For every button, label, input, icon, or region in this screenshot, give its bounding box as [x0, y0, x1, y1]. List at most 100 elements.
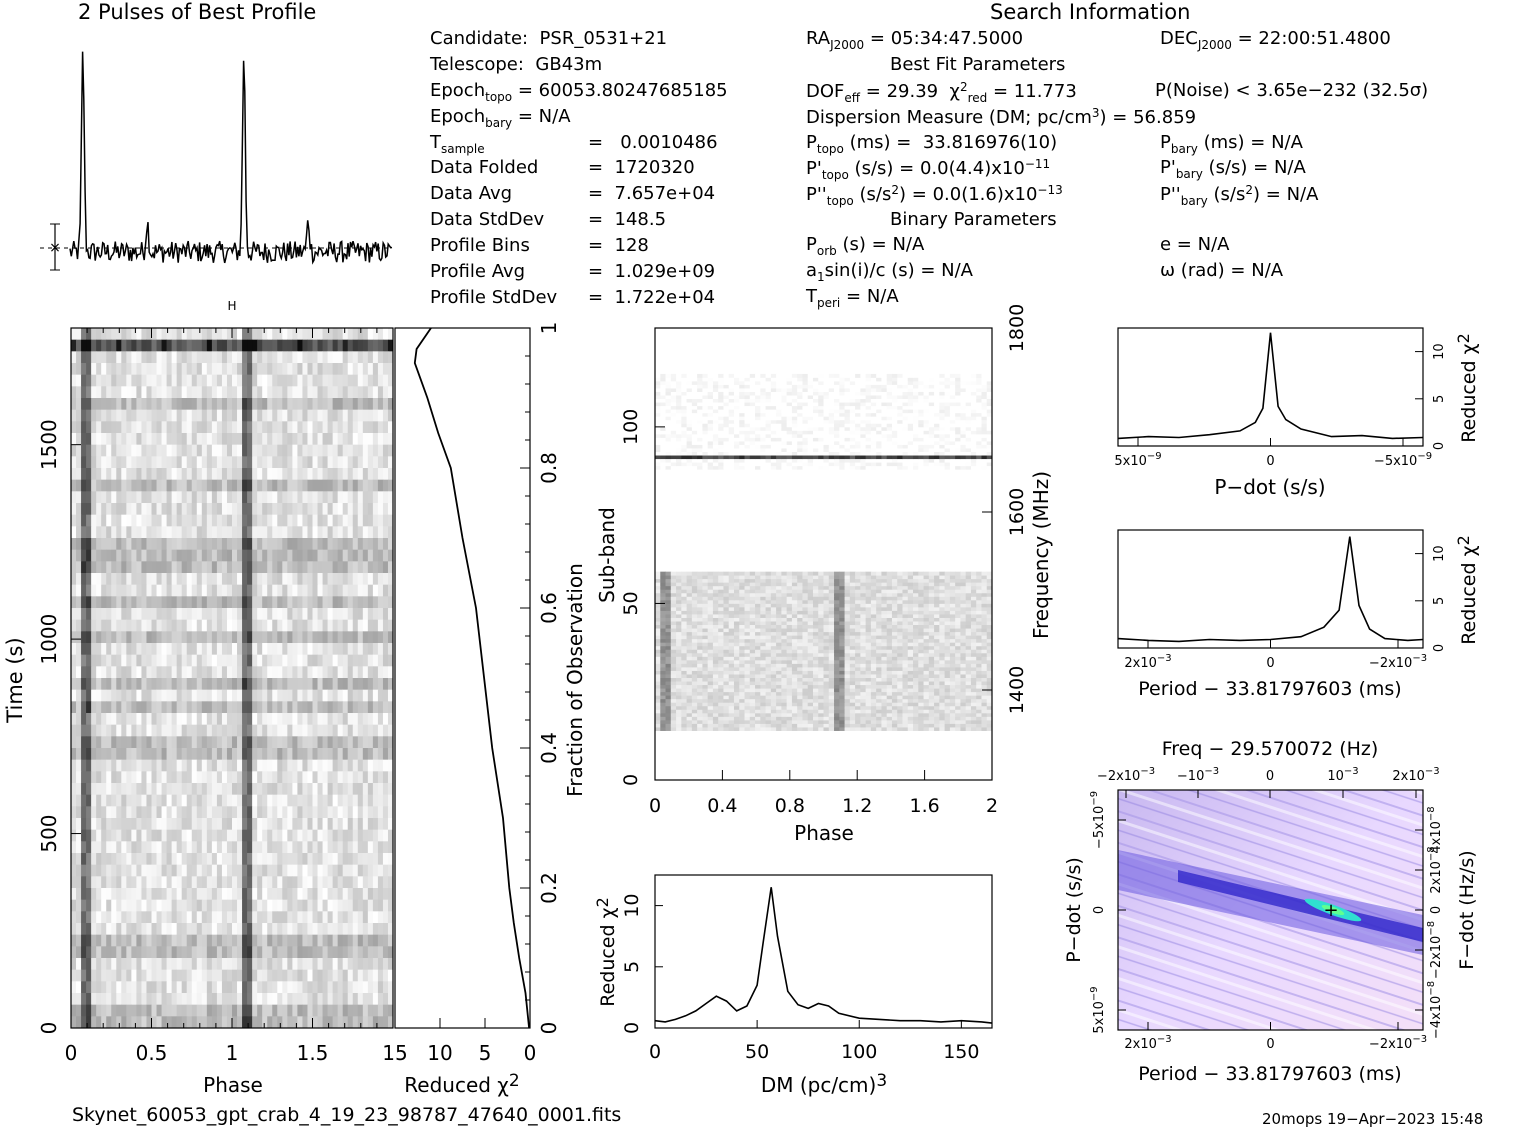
heat-cell: [216, 748, 223, 761]
heat-cell: [71, 596, 77, 609]
heat-cell: [387, 934, 394, 947]
heat-cell: [939, 727, 946, 731]
heat-cell: [206, 433, 213, 446]
heat-cell: [141, 596, 147, 609]
heat-cell: [267, 573, 273, 586]
heat-cell: [126, 363, 132, 376]
heat-cell: [797, 705, 803, 710]
heat-cell: [342, 643, 349, 656]
heat-cell: [267, 969, 273, 982]
heat-cell: [382, 421, 389, 434]
heat-cell: [870, 684, 877, 689]
heat-cell: [849, 723, 856, 728]
heat-cell: [237, 584, 243, 597]
heat-cell: [186, 783, 193, 796]
heat-cell: [267, 876, 273, 889]
heat-cell: [312, 864, 318, 877]
heat-cell: [733, 681, 740, 686]
heat-cell: [111, 479, 117, 492]
heat-cell: [292, 608, 298, 621]
heat-cell: [337, 701, 344, 714]
heat-cell: [302, 678, 308, 691]
heat-cell: [665, 727, 672, 731]
heat-cell: [382, 748, 389, 761]
heat-cell: [707, 674, 714, 678]
heat-cell: [367, 713, 374, 726]
heat-cell: [965, 723, 972, 728]
heat-cell: [166, 328, 173, 341]
heat-cell: [337, 386, 344, 399]
heat-cell: [206, 993, 213, 1006]
heat-cell: [342, 911, 349, 924]
heat-cell: [282, 864, 288, 877]
heat-cell: [126, 899, 132, 912]
heat-cell: [141, 666, 147, 679]
heat-cell: [812, 716, 819, 721]
heat-cell: [923, 712, 930, 717]
heat-cell: [292, 479, 298, 492]
heat-cell: [691, 698, 698, 703]
heat-cell: [357, 444, 364, 457]
heat-cell: [247, 818, 253, 831]
heat-cell: [287, 549, 293, 562]
heat-cell: [352, 374, 359, 387]
heat-cell: [237, 444, 243, 457]
heat-cell: [934, 695, 940, 700]
heat-cell: [902, 727, 909, 731]
heat-cell: [377, 456, 384, 469]
heat-cell: [327, 759, 334, 772]
heat-cell: [312, 946, 318, 959]
heat-cell: [347, 923, 354, 936]
heat-cell: [786, 719, 793, 724]
heat-cell: [171, 666, 178, 679]
heat-cell: [307, 444, 313, 457]
heat-cell: [151, 479, 157, 492]
heat-cell: [116, 724, 122, 737]
heat-cell: [186, 666, 193, 679]
heat-cell: [91, 584, 97, 597]
heat-cell: [739, 677, 745, 682]
heat-cell: [739, 702, 745, 707]
heat-cell: [242, 468, 248, 481]
heat-cell: [357, 818, 364, 831]
heat-cell: [101, 993, 107, 1006]
heat-cell: [181, 351, 188, 364]
heat-cell: [317, 386, 323, 399]
heat-cell: [828, 695, 835, 700]
heat-cell: [839, 688, 845, 693]
heat-cell: [161, 853, 167, 866]
heat-cell: [297, 748, 303, 761]
heat-cell: [76, 654, 82, 667]
heat-cell: [101, 468, 107, 481]
heat-cell: [686, 719, 693, 724]
heat-cell: [156, 864, 162, 877]
heat-cell: [171, 526, 178, 539]
heat-cell: [317, 619, 323, 632]
heat-cell: [776, 727, 782, 731]
heat-cell: [237, 724, 243, 737]
heat-cell: [352, 1016, 359, 1029]
heat-cell: [382, 911, 389, 924]
heat-cell: [372, 689, 379, 702]
heat-cell: [382, 981, 389, 994]
heat-cell: [121, 479, 127, 492]
heat-cell: [221, 386, 228, 399]
heat-cell: [111, 864, 117, 877]
heat-cell: [749, 691, 756, 696]
heat-cell: [828, 723, 835, 728]
heat-cell: [91, 398, 97, 411]
heat-cell: [252, 958, 258, 971]
heat-cell: [382, 561, 389, 574]
heat-cell: [347, 946, 354, 959]
heat-cell: [216, 911, 223, 924]
heat-cell: [352, 666, 359, 679]
heat-cell: [232, 946, 238, 959]
heat-cell: [965, 702, 972, 707]
heat-cell: [196, 678, 203, 691]
heat-cell: [86, 724, 92, 737]
heat-cell: [367, 678, 374, 691]
heat-cell: [332, 584, 339, 597]
heat-cell: [237, 993, 243, 1006]
heat-cell: [807, 712, 814, 717]
heat-cell: [812, 688, 819, 693]
